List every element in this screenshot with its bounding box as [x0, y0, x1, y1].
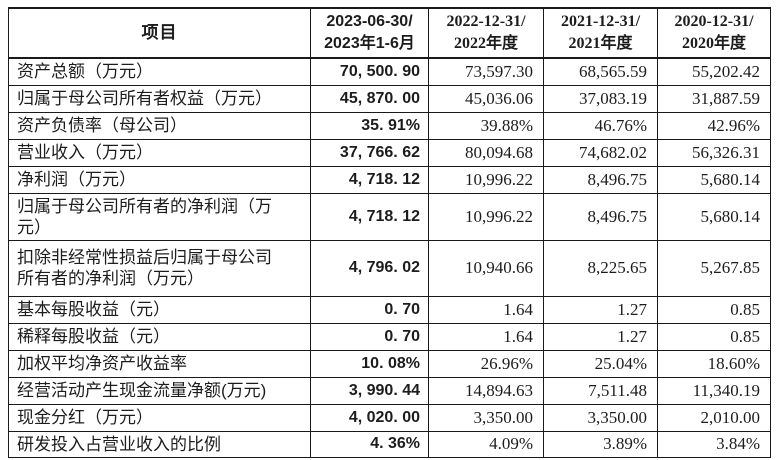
- cell-value: 1.27: [543, 322, 658, 351]
- cell-value: 37, 766. 62: [310, 138, 429, 167]
- cell-value: 3.89%: [543, 430, 658, 459]
- row-label: 营业收入（万元）: [8, 138, 311, 167]
- cell-value: 10,996.22: [428, 192, 544, 241]
- cell-value: 70, 500. 90: [310, 57, 429, 86]
- cell-value: 45,036.06: [428, 84, 544, 113]
- cell-value: 10,940.66: [428, 239, 544, 297]
- table-row-total-assets: 资产总额（万元） 70, 500. 90 73,597.30 68,565.59…: [8, 57, 771, 86]
- cell-value: 42.96%: [657, 111, 771, 140]
- table-header: 项目 2023-06-30/ 2023年1-6月 2022-12-31/ 202…: [8, 7, 771, 59]
- cell-value: 0.85: [657, 295, 771, 324]
- cell-value: 39.88%: [428, 111, 544, 140]
- table-row-rd-ratio: 研发投入占营业收入的比例 4. 36% 4.09% 3.89% 3.84%: [8, 430, 771, 459]
- cell-value: 11,340.19: [657, 376, 771, 405]
- cell-value: 4, 020. 00: [310, 403, 429, 432]
- cell-value: 5,267.85: [657, 239, 771, 297]
- cell-value: 1.64: [428, 295, 544, 324]
- table-row-basic-eps: 基本每股收益（元） 0. 70 1.64 1.27 0.85: [8, 295, 771, 324]
- cell-value: 25.04%: [543, 349, 658, 378]
- table-row-diluted-eps: 稀释每股收益（元） 0. 70 1.64 1.27 0.85: [8, 322, 771, 351]
- table-row-debt-ratio: 资产负债率（母公司） 35. 91% 39.88% 46.76% 42.96%: [8, 111, 771, 140]
- cell-value: 73,597.30: [428, 57, 544, 86]
- cell-value: 4, 718. 12: [310, 192, 429, 241]
- row-label: 资产总额（万元）: [8, 57, 311, 86]
- cell-value: 1.27: [543, 295, 658, 324]
- row-label: 净利润（万元）: [8, 165, 311, 194]
- table-row-cash-dividend: 现金分红（万元） 4, 020. 00 3,350.00 3,350.00 2,…: [8, 403, 771, 432]
- financial-summary-table: 项目 2023-06-30/ 2023年1-6月 2022-12-31/ 202…: [8, 7, 771, 460]
- header-period-2020: 2020-12-31/ 2020年度: [657, 7, 771, 59]
- cell-value: 8,496.75: [543, 192, 658, 241]
- cell-value: 4.09%: [428, 430, 544, 459]
- table-row-net-profit: 净利润（万元） 4, 718. 12 10,996.22 8,496.75 5,…: [8, 165, 771, 194]
- header-row: 项目 2023-06-30/ 2023年1-6月 2022-12-31/ 202…: [8, 7, 771, 59]
- cell-value: 8,225.65: [543, 239, 658, 297]
- cell-value: 56,326.31: [657, 138, 771, 167]
- cell-value: 26.96%: [428, 349, 544, 378]
- cell-value: 14,894.63: [428, 376, 544, 405]
- cell-value: 55,202.42: [657, 57, 771, 86]
- cell-value: 7,511.48: [543, 376, 658, 405]
- header-period-2023h1: 2023-06-30/ 2023年1-6月: [310, 7, 429, 59]
- cell-value: 37,083.19: [543, 84, 658, 113]
- row-label: 归属于母公司所有者权益（万元）: [8, 84, 311, 113]
- row-label: 稀释每股收益（元）: [8, 322, 311, 351]
- cell-value: 4, 796. 02: [310, 239, 429, 297]
- cell-value: 10. 08%: [310, 349, 429, 378]
- table-row-weighted-roe: 加权平均净资产收益率 10. 08% 26.96% 25.04% 18.60%: [8, 349, 771, 378]
- cell-value: 3,350.00: [428, 403, 544, 432]
- cell-value: 18.60%: [657, 349, 771, 378]
- cell-value: 10,996.22: [428, 165, 544, 194]
- table-body: 资产总额（万元） 70, 500. 90 73,597.30 68,565.59…: [8, 57, 771, 459]
- row-label: 经营活动产生现金流量净额(万元): [8, 376, 311, 405]
- row-label: 资产负债率（母公司）: [8, 111, 311, 140]
- table-row-parent-equity: 归属于母公司所有者权益（万元） 45, 870. 00 45,036.06 37…: [8, 84, 771, 113]
- cell-value: 80,094.68: [428, 138, 544, 167]
- cell-value: 45, 870. 00: [310, 84, 429, 113]
- header-period-2021: 2021-12-31/ 2021年度: [543, 7, 658, 59]
- cell-value: 35. 91%: [310, 111, 429, 140]
- cell-value: 74,682.02: [543, 138, 658, 167]
- cell-value: 5,680.14: [657, 165, 771, 194]
- cell-value: 3,350.00: [543, 403, 658, 432]
- cell-value: 4. 36%: [310, 430, 429, 459]
- cell-value: 3, 990. 44: [310, 376, 429, 405]
- row-label: 归属于母公司所有者的净利润（万 元）: [8, 192, 311, 241]
- cell-value: 4, 718. 12: [310, 165, 429, 194]
- cell-value: 31,887.59: [657, 84, 771, 113]
- header-item: 项目: [8, 7, 311, 59]
- table-row-revenue: 营业收入（万元） 37, 766. 62 80,094.68 74,682.02…: [8, 138, 771, 167]
- cell-value: 46.76%: [543, 111, 658, 140]
- cell-value: 3.84%: [657, 430, 771, 459]
- row-label: 研发投入占营业收入的比例: [8, 430, 311, 459]
- cell-value: 68,565.59: [543, 57, 658, 86]
- table-row-parent-net-profit: 归属于母公司所有者的净利润（万 元） 4, 718. 12 10,996.22 …: [8, 192, 771, 241]
- table-row-non-recurring-net-profit: 扣除非经常性损益后归属于母公司 所有者的净利润（万元） 4, 796. 02 1…: [8, 239, 771, 297]
- cell-value: 0. 70: [310, 295, 429, 324]
- cell-value: 2,010.00: [657, 403, 771, 432]
- cell-value: 0.85: [657, 322, 771, 351]
- header-period-2022: 2022-12-31/ 2022年度: [428, 7, 544, 59]
- table-row-operating-cash-flow: 经营活动产生现金流量净额(万元) 3, 990. 44 14,894.63 7,…: [8, 376, 771, 405]
- cell-value: 1.64: [428, 322, 544, 351]
- row-label: 基本每股收益（元）: [8, 295, 311, 324]
- cell-value: 8,496.75: [543, 165, 658, 194]
- cell-value: 5,680.14: [657, 192, 771, 241]
- row-label: 现金分红（万元）: [8, 403, 311, 432]
- row-label: 加权平均净资产收益率: [8, 349, 311, 378]
- cell-value: 0. 70: [310, 322, 429, 351]
- row-label: 扣除非经常性损益后归属于母公司 所有者的净利润（万元）: [8, 239, 311, 297]
